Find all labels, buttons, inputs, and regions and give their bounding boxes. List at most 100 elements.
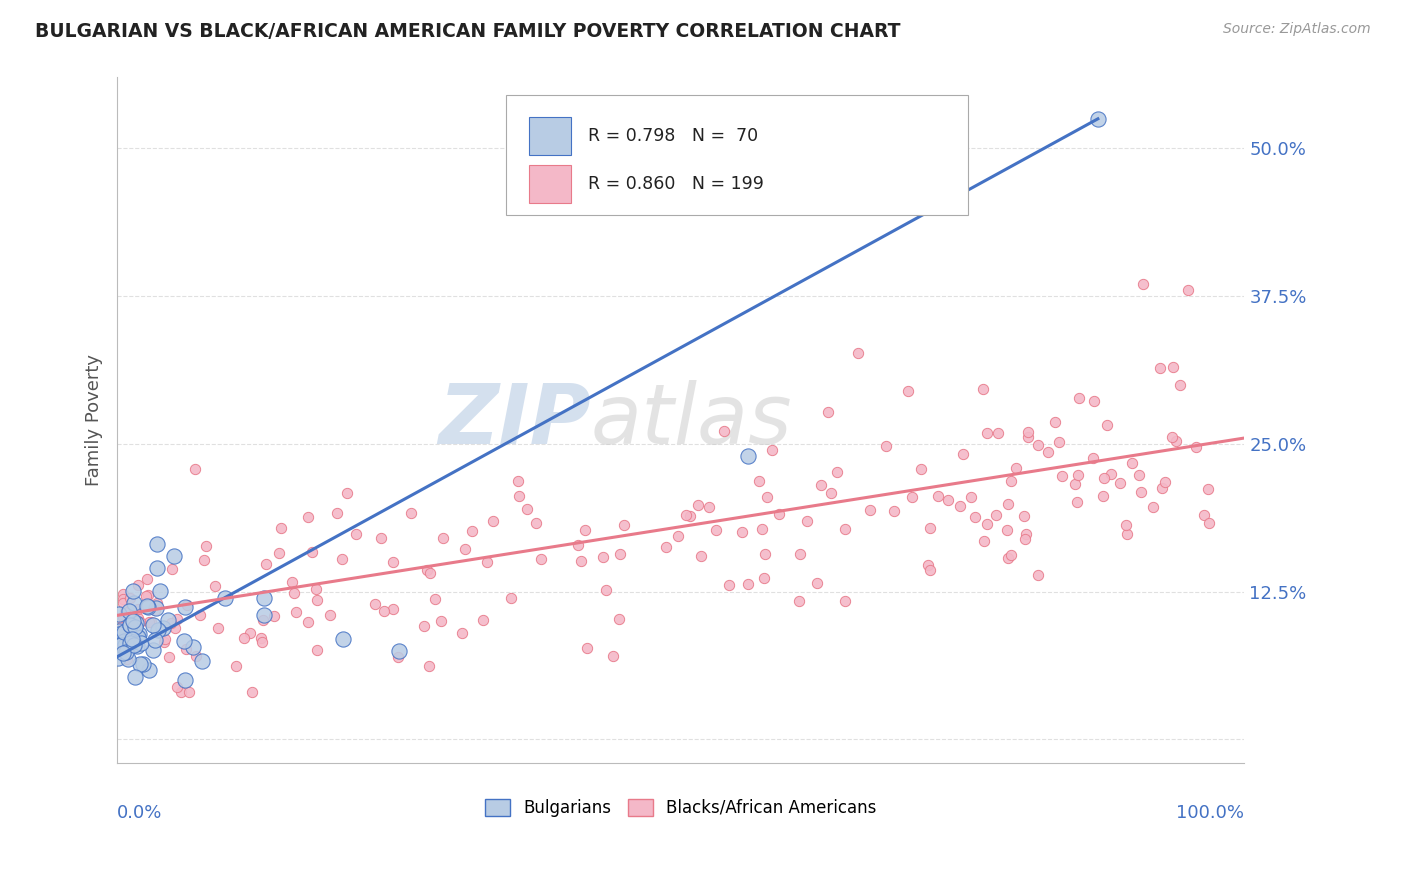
Point bbox=[609, 547, 631, 561]
Point bbox=[125, 639, 148, 653]
Point bbox=[118, 618, 141, 632]
Point bbox=[108, 624, 131, 638]
Point bbox=[112, 586, 135, 600]
Point bbox=[267, 546, 290, 560]
Point bbox=[416, 563, 439, 577]
Point bbox=[138, 599, 160, 614]
Point bbox=[1015, 526, 1038, 541]
Point bbox=[918, 521, 941, 535]
Point bbox=[602, 649, 624, 664]
Point bbox=[938, 493, 960, 508]
Point bbox=[122, 639, 145, 653]
Point bbox=[574, 523, 596, 537]
Point bbox=[149, 584, 172, 599]
Point bbox=[125, 630, 148, 644]
Point bbox=[332, 632, 354, 646]
Point bbox=[240, 685, 263, 699]
Point bbox=[1064, 477, 1087, 491]
Point bbox=[1083, 394, 1105, 409]
Point bbox=[567, 538, 589, 552]
Point bbox=[1099, 467, 1122, 481]
Point bbox=[250, 631, 273, 645]
Point bbox=[1012, 508, 1035, 523]
Point bbox=[569, 554, 592, 568]
Point bbox=[418, 659, 440, 673]
Point bbox=[254, 558, 277, 572]
Point bbox=[1192, 508, 1215, 522]
Point bbox=[111, 646, 134, 660]
Point bbox=[1166, 434, 1188, 448]
Point bbox=[121, 614, 143, 628]
Point bbox=[1014, 532, 1036, 546]
Point bbox=[475, 555, 498, 569]
Y-axis label: Family Poverty: Family Poverty bbox=[86, 354, 103, 486]
Point bbox=[1026, 438, 1049, 452]
Point bbox=[688, 498, 710, 512]
Point bbox=[301, 545, 323, 559]
Point bbox=[524, 516, 547, 530]
Point bbox=[461, 524, 484, 539]
Point bbox=[1168, 378, 1191, 392]
Point bbox=[972, 382, 994, 396]
Point bbox=[1017, 430, 1039, 444]
Point bbox=[128, 615, 150, 630]
Point bbox=[238, 626, 260, 640]
Point bbox=[846, 345, 869, 359]
Point bbox=[997, 550, 1019, 565]
Point bbox=[1000, 549, 1022, 563]
Point bbox=[737, 576, 759, 591]
Point bbox=[789, 548, 811, 562]
Point bbox=[423, 591, 446, 606]
Point bbox=[176, 642, 198, 657]
Point bbox=[121, 583, 143, 598]
Point bbox=[143, 633, 166, 648]
Point bbox=[655, 540, 678, 554]
Point bbox=[173, 600, 195, 615]
Point bbox=[530, 552, 553, 566]
Point bbox=[120, 636, 142, 650]
Point bbox=[111, 617, 134, 632]
Point bbox=[1142, 500, 1164, 515]
Point bbox=[120, 591, 142, 606]
Point bbox=[388, 644, 411, 658]
Point bbox=[326, 506, 349, 520]
Point bbox=[118, 637, 141, 651]
Point bbox=[138, 588, 160, 602]
Point bbox=[297, 615, 319, 629]
Point bbox=[752, 571, 775, 585]
Point bbox=[748, 474, 770, 488]
Point bbox=[111, 592, 134, 607]
Point bbox=[917, 558, 939, 572]
Point bbox=[153, 632, 176, 646]
Point bbox=[142, 617, 165, 632]
Point bbox=[472, 613, 495, 627]
Point bbox=[419, 566, 441, 580]
Point bbox=[1052, 469, 1074, 483]
Point bbox=[252, 635, 274, 649]
Point bbox=[1130, 485, 1153, 500]
Point bbox=[754, 547, 776, 561]
Point bbox=[125, 616, 148, 631]
Point bbox=[1116, 527, 1139, 541]
Point bbox=[506, 474, 529, 488]
Point bbox=[1149, 360, 1171, 375]
Point bbox=[1026, 567, 1049, 582]
Point bbox=[136, 572, 159, 586]
Point bbox=[157, 613, 180, 627]
Point bbox=[959, 490, 981, 504]
Point bbox=[875, 439, 897, 453]
Point bbox=[114, 639, 136, 653]
Point bbox=[111, 596, 134, 610]
Point bbox=[1121, 456, 1143, 470]
Point bbox=[1177, 283, 1199, 297]
Point bbox=[176, 598, 198, 612]
Point bbox=[114, 605, 136, 619]
Text: atlas: atlas bbox=[591, 380, 792, 461]
Point bbox=[768, 507, 790, 521]
Point bbox=[145, 537, 167, 551]
Point bbox=[153, 635, 176, 649]
Point bbox=[666, 529, 689, 543]
Point bbox=[413, 619, 436, 633]
Point bbox=[984, 508, 1007, 523]
Point bbox=[253, 591, 276, 605]
